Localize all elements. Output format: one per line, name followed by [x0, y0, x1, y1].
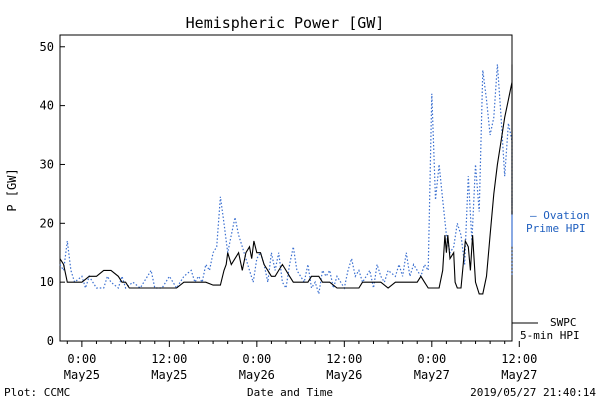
legend-swpc-line2: 5-min HPI	[520, 329, 580, 342]
x-tick-date-label-3: May26	[326, 368, 362, 382]
x-tick-time-label-3: 12:00	[326, 352, 362, 366]
x-tick-date-label-5: May27	[501, 368, 537, 382]
x-tick-time-label-2: 0:00	[242, 352, 271, 366]
x-tick-date-label-1: May25	[151, 368, 187, 382]
legend-ovation-line2: Prime HPI	[526, 222, 586, 235]
y-tick-label-30: 30	[40, 157, 54, 171]
legend-ovation: — Ovation Prime HPI	[526, 209, 590, 235]
y-tick-label-50: 50	[40, 40, 54, 54]
y-tick-label-0: 0	[47, 334, 54, 348]
plot-credit: Plot: CCMC	[4, 386, 70, 399]
legend-swpc-line1: SWPC	[550, 316, 577, 329]
x-tick-date-label-4: May27	[414, 368, 450, 382]
y-tick-label-40: 40	[40, 99, 54, 113]
x-tick-date-label-2: May26	[239, 368, 275, 382]
x-tick-time-label-1: 12:00	[151, 352, 187, 366]
y-tick-label-10: 10	[40, 275, 54, 289]
x-tick-time-label-0: 0:00	[67, 352, 96, 366]
legend-swpc: SWPC 5-min HPI	[512, 316, 580, 342]
x-tick-date-label-0: May25	[64, 368, 100, 382]
x-tick-time-label-4: 0:00	[417, 352, 446, 366]
x-axis-label: Date and Time	[247, 386, 333, 399]
plot-frame	[59, 34, 513, 342]
series-line-ovation-prime-hpi	[59, 64, 513, 295]
x-tick-time-label-5: 12:00	[501, 352, 537, 366]
legend-ovation-line1: — Ovation	[530, 209, 590, 222]
x-axis: 0:00 May25 12:00 May25 0:00 May26 12:00 May26 0:…	[64, 341, 537, 382]
series-line-swpc-hpi	[59, 64, 513, 295]
y-tick-label-20: 20	[40, 216, 54, 230]
chart-title: Hemispheric Power [GW]	[186, 14, 385, 32]
y-axis-label: P [GW]	[5, 168, 19, 211]
y-axis: 0 10 20 30 40 50	[40, 40, 65, 348]
plot-timestamp: 2019/05/27 21:40:14	[470, 386, 596, 399]
plot-area	[59, 34, 513, 342]
